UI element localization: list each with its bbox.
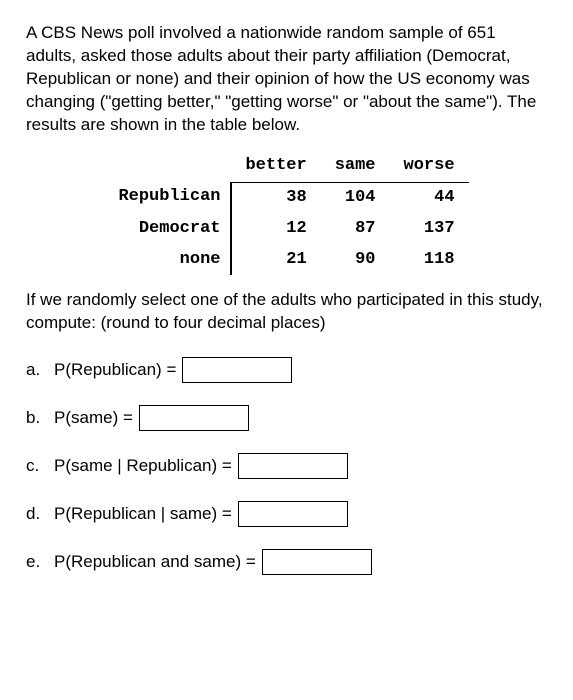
table-header-row: better same worse xyxy=(104,151,468,182)
answer-input-a[interactable] xyxy=(182,357,292,383)
cell: 118 xyxy=(390,245,469,276)
question-label: P(Republican) = xyxy=(54,359,176,382)
row-label: Republican xyxy=(104,182,231,213)
table-row: Democrat 12 87 137 xyxy=(104,214,468,245)
cell: 90 xyxy=(321,245,390,276)
answer-input-b[interactable] xyxy=(139,405,249,431)
cell: 87 xyxy=(321,214,390,245)
data-table: better same worse Republican 38 104 44 D… xyxy=(104,151,468,276)
cell: 137 xyxy=(390,214,469,245)
question-a: a. P(Republican) = xyxy=(26,357,547,383)
question-label: P(same | Republican) = xyxy=(54,455,232,478)
question-label: P(same) = xyxy=(54,407,133,430)
cell: 44 xyxy=(390,182,469,213)
answer-input-e[interactable] xyxy=(262,549,372,575)
question-letter: c. xyxy=(26,455,54,478)
cell: 38 xyxy=(231,182,320,213)
question-letter: d. xyxy=(26,503,54,526)
question-b: b. P(same) = xyxy=(26,405,547,431)
cell: 21 xyxy=(231,245,320,276)
question-letter: e. xyxy=(26,551,54,574)
cell: 12 xyxy=(231,214,320,245)
question-label: P(Republican and same) = xyxy=(54,551,256,574)
question-label: P(Republican | same) = xyxy=(54,503,232,526)
question-d: d. P(Republican | same) = xyxy=(26,501,547,527)
answer-input-d[interactable] xyxy=(238,501,348,527)
cell: 104 xyxy=(321,182,390,213)
col-header-better: better xyxy=(231,151,320,182)
col-header-worse: worse xyxy=(390,151,469,182)
question-c: c. P(same | Republican) = xyxy=(26,453,547,479)
question-e: e. P(Republican and same) = xyxy=(26,549,547,575)
intro-paragraph: A CBS News poll involved a nationwide ra… xyxy=(26,22,547,137)
question-letter: a. xyxy=(26,359,54,382)
table-row: Republican 38 104 44 xyxy=(104,182,468,213)
answer-input-c[interactable] xyxy=(238,453,348,479)
row-label: Democrat xyxy=(104,214,231,245)
instruction-paragraph: If we randomly select one of the adults … xyxy=(26,289,547,335)
table-row: none 21 90 118 xyxy=(104,245,468,276)
question-letter: b. xyxy=(26,407,54,430)
row-label: none xyxy=(104,245,231,276)
col-header-same: same xyxy=(321,151,390,182)
